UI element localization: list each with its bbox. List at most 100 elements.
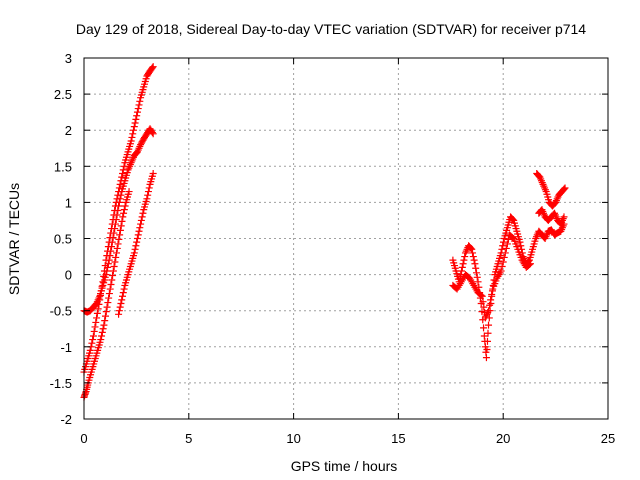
- data-point-marker: [135, 101, 143, 109]
- data-point-marker: [120, 206, 128, 214]
- data-point-marker: [111, 258, 119, 266]
- data-point-marker: [488, 290, 496, 298]
- data-point-marker: [117, 222, 125, 230]
- data-point-marker: [498, 262, 506, 270]
- data-point-marker: [145, 184, 153, 192]
- y-tick-label: 1: [65, 195, 72, 210]
- x-tick-label: 5: [185, 431, 192, 446]
- data-point-marker: [134, 105, 142, 113]
- data-point-marker: [102, 271, 110, 279]
- data-point-marker: [118, 296, 126, 304]
- data-point-marker: [525, 261, 533, 269]
- data-point-marker: [110, 229, 118, 237]
- data-point-marker: [136, 224, 144, 232]
- data-point-marker: [472, 264, 480, 272]
- data-point-marker: [482, 354, 490, 362]
- data-point-marker: [484, 329, 492, 337]
- data-points: [80, 63, 569, 401]
- data-point-marker: [497, 267, 505, 275]
- x-tick-label: 10: [286, 431, 300, 446]
- data-point-marker: [103, 267, 111, 275]
- data-point-marker: [104, 263, 112, 271]
- data-point-marker: [477, 291, 485, 299]
- data-point-marker: [103, 303, 111, 311]
- data-point-marker: [148, 64, 156, 72]
- data-point-marker: [130, 123, 138, 131]
- data-point-marker: [503, 240, 511, 248]
- data-point-marker: [115, 307, 123, 315]
- data-point-marker: [101, 317, 109, 325]
- data-point-marker: [102, 308, 110, 316]
- data-point-marker: [526, 260, 534, 268]
- data-point-marker: [149, 170, 157, 178]
- data-point-marker: [130, 249, 138, 257]
- data-point-marker: [88, 339, 96, 347]
- data-point-marker: [467, 244, 475, 252]
- data-point-marker: [118, 217, 126, 225]
- y-tick-label: -1.5: [50, 376, 72, 391]
- data-point-marker: [509, 216, 517, 224]
- data-point-marker: [130, 126, 138, 134]
- data-point-marker: [108, 276, 116, 284]
- y-tick-label: 1.5: [54, 159, 72, 174]
- data-point-marker: [480, 324, 488, 332]
- data-point-marker: [134, 231, 142, 239]
- data-point-marker: [100, 321, 108, 329]
- data-point-marker: [112, 249, 120, 257]
- data-point-marker: [125, 188, 133, 196]
- data-point-marker: [110, 262, 118, 270]
- data-point-marker: [499, 238, 507, 246]
- data-point-marker: [144, 191, 152, 199]
- data-point-marker: [89, 336, 97, 344]
- data-point-marker: [487, 296, 495, 304]
- data-point-marker: [486, 301, 494, 309]
- data-point-marker: [93, 314, 101, 322]
- x-tick-label: 20: [496, 431, 510, 446]
- data-point-marker: [479, 298, 487, 306]
- data-point-marker: [91, 323, 99, 331]
- data-point-marker: [471, 260, 479, 268]
- data-point-marker: [560, 185, 568, 193]
- data-point-marker: [92, 318, 100, 326]
- data-point-marker: [115, 202, 123, 210]
- data-point-marker: [113, 244, 121, 252]
- data-point-marker: [98, 332, 106, 340]
- data-point-marker: [117, 191, 125, 199]
- data-point-marker: [474, 278, 482, 286]
- data-point-marker: [104, 299, 112, 307]
- x-axis-label: GPS time / hours: [291, 458, 398, 474]
- data-point-marker: [461, 253, 469, 261]
- data-point-marker: [116, 226, 124, 234]
- y-tick-label: -0.5: [50, 304, 72, 319]
- data-point-marker: [468, 245, 476, 253]
- data-point-marker: [501, 249, 509, 257]
- axis-ticks: 0 5 10 15 20 25 -2 -1.5 -1 -0.5 0 0.5 1 1.5 2 2.5 3: [50, 51, 616, 446]
- data-point-marker: [106, 285, 114, 293]
- data-point-marker: [113, 211, 121, 219]
- y-tick-label: -1: [60, 340, 72, 355]
- data-point-marker: [118, 173, 126, 181]
- data-point-marker: [115, 198, 123, 206]
- x-tick-label: 15: [391, 431, 405, 446]
- data-point-marker: [470, 256, 478, 264]
- data-point-marker: [127, 137, 135, 145]
- data-point-marker: [108, 238, 116, 246]
- data-point-marker: [469, 249, 477, 257]
- data-point-marker: [135, 227, 143, 235]
- data-point-marker: [89, 332, 97, 340]
- y-axis-label: SDTVAR / TECUs: [6, 183, 22, 295]
- y-tick-label: 2: [65, 123, 72, 138]
- data-point-marker: [133, 235, 141, 242]
- data-point-marker: [107, 247, 115, 255]
- data-point-marker: [112, 216, 120, 224]
- data-point-marker: [138, 213, 146, 221]
- data-point-marker: [121, 202, 129, 210]
- data-point-marker: [93, 309, 101, 317]
- data-point-marker: [137, 220, 145, 228]
- data-point-marker: [483, 346, 491, 354]
- data-point-marker: [105, 290, 113, 298]
- data-point-marker: [485, 321, 493, 329]
- data-point-marker: [133, 112, 141, 120]
